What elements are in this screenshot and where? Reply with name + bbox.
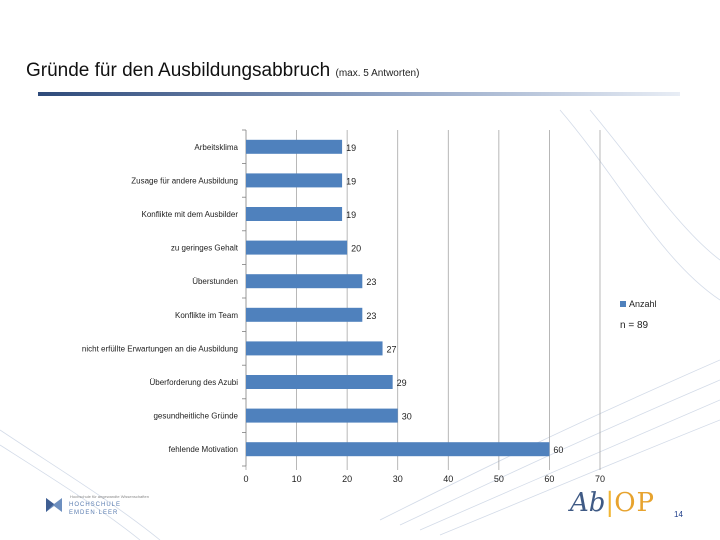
hochschule-logo-line1: HOCHSCHULE <box>69 502 122 508</box>
x-tick-label: 60 <box>544 474 554 484</box>
title-subtitle: (max. 5 Antworten) <box>335 68 420 79</box>
category-label: Konflikte mit dem Ausbilder <box>142 210 239 219</box>
x-tick-label: 70 <box>595 474 605 484</box>
category-label: Konflikte im Team <box>175 311 238 320</box>
bar <box>246 375 393 389</box>
title-text: Gründe für den Ausbildungsabbruch <box>26 60 331 81</box>
category-label: Zusage für andere Ausbildung <box>131 176 238 185</box>
category-label: nicht erfüllte Erwartungen an die Ausbil… <box>82 344 238 353</box>
bar-value-label: 60 <box>553 445 563 455</box>
bar <box>246 341 383 356</box>
x-tick-label: 40 <box>443 474 453 484</box>
x-tick-label: 20 <box>342 474 352 484</box>
bar-value-label: 30 <box>402 412 412 422</box>
slide-title: Gründe für den Ausbildungsabbruch (max. … <box>26 60 419 82</box>
page-number: 14 <box>674 510 683 519</box>
bar <box>246 173 343 188</box>
category-label: Überforderung des Azubi <box>150 378 239 387</box>
bar-value-label: 23 <box>366 311 376 321</box>
bar-value-label: 19 <box>346 176 356 186</box>
x-tick-label: 10 <box>292 474 302 484</box>
bar <box>246 139 343 154</box>
chart-legend: Anzahl <box>620 299 657 309</box>
hochschule-logo-mark <box>46 498 62 512</box>
bar <box>246 240 348 255</box>
x-tick-label: 0 <box>243 474 248 484</box>
category-label: zu geringes Gehalt <box>171 244 239 253</box>
category-label: fehlende Motivation <box>169 445 238 454</box>
title-underline <box>38 92 680 96</box>
x-tick-label: 50 <box>494 474 504 484</box>
abjop-logo-op: OP <box>614 488 655 518</box>
hochschule-logo-line2: EMDEN·LEER <box>69 510 119 516</box>
bar <box>246 207 343 221</box>
sample-size-annotation: n = 89 <box>620 320 649 331</box>
bar <box>246 442 550 457</box>
hochschule-logo-tagline: Hochschule für angewandte Wissenschaften <box>70 494 149 499</box>
bar-value-label: 20 <box>351 244 361 254</box>
abjop-logo-ab: Ab <box>570 488 606 518</box>
bar <box>246 408 398 423</box>
bar-value-label: 19 <box>346 143 356 153</box>
bar <box>246 307 363 322</box>
legend-label: Anzahl <box>629 299 657 309</box>
abjop-logo-separator: | <box>605 488 615 518</box>
category-label: Arbeitsklima <box>194 143 238 152</box>
bar-value-label: 29 <box>397 378 407 388</box>
x-tick-label: 30 <box>393 474 403 484</box>
bar-value-label: 27 <box>387 344 397 354</box>
bar-value-label: 19 <box>346 210 356 220</box>
bar <box>246 274 363 289</box>
category-label: Überstunden <box>192 277 238 286</box>
abjop-logo: Ab|OP <box>570 488 655 518</box>
bar-value-label: 23 <box>366 277 376 287</box>
legend-swatch <box>620 301 626 307</box>
category-label: gesundheitliche Gründe <box>153 412 238 421</box>
